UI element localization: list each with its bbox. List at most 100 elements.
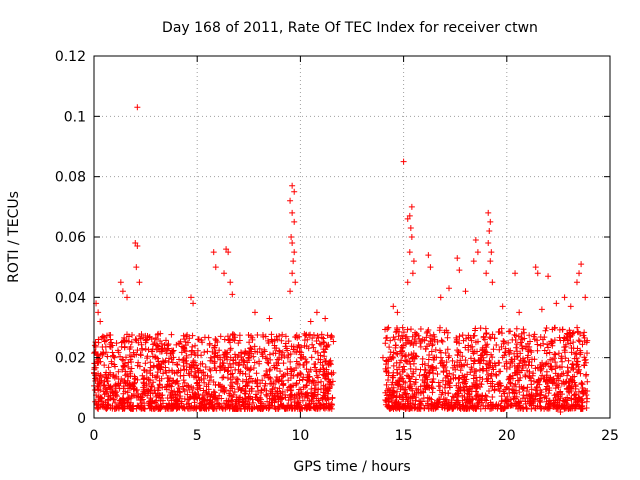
data-point <box>266 374 273 381</box>
data-point <box>410 393 417 400</box>
data-point <box>306 405 313 412</box>
data-point <box>502 404 509 411</box>
data-point <box>276 378 283 385</box>
data-point <box>411 355 418 362</box>
data-point <box>183 360 190 367</box>
data-point <box>523 343 530 350</box>
data-point <box>516 389 523 396</box>
data-point <box>190 392 197 399</box>
grid <box>94 56 610 418</box>
data-point <box>292 279 299 286</box>
data-point <box>309 335 316 342</box>
data-point <box>313 368 320 375</box>
x-tick-label: 5 <box>193 428 202 444</box>
data-point <box>253 391 260 398</box>
data-point <box>306 373 313 380</box>
data-point <box>198 402 205 409</box>
data-point <box>279 331 286 338</box>
data-point <box>292 405 299 412</box>
data-point <box>299 376 306 383</box>
data-point <box>480 334 487 341</box>
data-point <box>122 388 129 395</box>
data-point <box>407 394 414 401</box>
data-point <box>299 397 306 404</box>
data-point <box>267 356 274 363</box>
data-point <box>194 384 201 391</box>
data-point <box>443 359 450 366</box>
data-point <box>534 364 541 371</box>
data-point <box>180 377 187 384</box>
data-point <box>149 383 156 390</box>
data-point <box>482 325 489 332</box>
data-point <box>415 332 422 339</box>
data-point <box>474 400 481 407</box>
data-point <box>420 395 427 402</box>
data-point <box>438 391 445 398</box>
data-point <box>114 347 121 354</box>
data-point <box>220 374 227 381</box>
data-point <box>573 350 580 357</box>
data-point <box>582 387 589 394</box>
data-point <box>534 383 541 390</box>
data-point <box>468 366 475 373</box>
data-point <box>287 358 294 365</box>
data-point <box>277 401 284 408</box>
data-point <box>229 379 236 386</box>
data-point <box>437 360 444 367</box>
data-point <box>249 336 256 343</box>
data-point <box>206 340 213 347</box>
data-point <box>158 395 165 402</box>
data-point <box>104 375 111 382</box>
data-point <box>267 390 274 397</box>
data-point <box>182 348 189 355</box>
data-point <box>519 345 526 352</box>
data-point <box>148 404 155 411</box>
data-point <box>488 249 495 256</box>
data-point <box>261 372 268 379</box>
data-point <box>167 350 174 357</box>
data-point <box>460 402 467 409</box>
data-point <box>425 356 432 363</box>
data-point <box>125 363 132 370</box>
data-point <box>120 357 127 364</box>
data-point <box>471 358 478 365</box>
data-point <box>246 339 253 346</box>
data-point <box>446 352 453 359</box>
data-point <box>119 288 126 295</box>
data-point <box>272 405 279 412</box>
data-point <box>262 355 269 362</box>
data-point <box>91 342 98 349</box>
data-point <box>440 368 447 375</box>
data-point <box>437 294 444 301</box>
data-point <box>444 405 451 412</box>
data-point <box>124 294 131 301</box>
data-point <box>421 405 428 412</box>
data-point <box>444 346 451 353</box>
data-point <box>501 338 508 345</box>
data-point <box>101 404 108 411</box>
data-point <box>441 398 448 405</box>
data-point <box>211 353 218 360</box>
data-point <box>112 381 119 388</box>
data-point <box>240 361 247 368</box>
data-point <box>221 270 228 277</box>
data-point <box>301 330 308 337</box>
data-point <box>406 405 413 412</box>
data-point <box>486 227 493 234</box>
data-point <box>315 356 322 363</box>
data-point <box>135 390 142 397</box>
data-point <box>173 405 180 412</box>
data-point <box>462 357 469 364</box>
data-point <box>149 348 156 355</box>
data-point <box>483 329 490 336</box>
data-point <box>119 377 126 384</box>
data-point <box>538 306 545 313</box>
data-point <box>242 403 249 410</box>
data-point <box>384 326 391 333</box>
data-point <box>225 398 232 405</box>
data-point <box>574 324 581 331</box>
data-point <box>314 332 321 339</box>
data-point <box>439 377 446 384</box>
data-point <box>173 361 180 368</box>
data-point <box>483 393 490 400</box>
